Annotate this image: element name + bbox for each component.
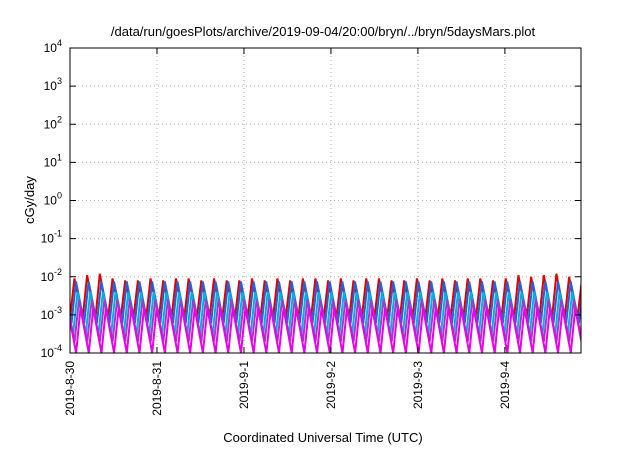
- x-tick-label: 2019-8-30: [63, 361, 77, 416]
- y-tick-label: 104: [44, 38, 62, 55]
- series-layer: [70, 273, 581, 353]
- y-tick-label: 10-3: [41, 305, 62, 322]
- x-tick-label: 2019-9-3: [411, 361, 425, 409]
- x-tick-label: 2019-8-31: [150, 361, 164, 416]
- x-tick-label: 2019-9-2: [324, 361, 338, 409]
- y-tick-label: 100: [44, 191, 62, 208]
- y-tick-label: 10-4: [41, 343, 62, 360]
- y-tick-label: 101: [44, 152, 62, 169]
- x-axis-label: Coordinated Universal Time (UTC): [223, 430, 422, 445]
- series-line: [70, 273, 581, 319]
- y-tick-label: 102: [44, 114, 62, 131]
- x-tick-labels: 2019-8-30 2019-8-31 2019-9-1 2019-9-2 2019-9…: [63, 361, 512, 416]
- series-line: [70, 308, 581, 353]
- chart-title: /data/run/goesPlots/archive/2019-09-04/2…: [111, 24, 536, 39]
- series-line: [70, 281, 581, 324]
- series-line: [70, 291, 581, 335]
- y-tick-label: 10-2: [41, 267, 62, 284]
- x-tick-label: 2019-9-1: [237, 361, 251, 409]
- ticks: [69, 47, 581, 354]
- y-tick-labels: 104 103 102 101 100 10-1 10-2 10-3 10-4: [41, 38, 62, 360]
- y-axis-label: cGy/day: [22, 176, 37, 224]
- x-tick-label: 2019-9-4: [498, 361, 512, 409]
- y-tick-label: 103: [44, 76, 62, 93]
- y-tick-label: 10-1: [41, 229, 62, 246]
